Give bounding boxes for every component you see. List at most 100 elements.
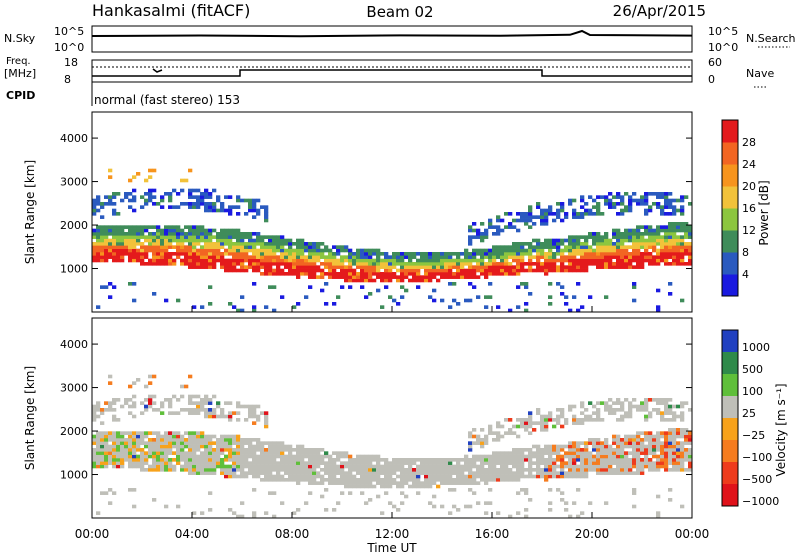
power-cell — [360, 248, 365, 253]
power-cell — [340, 255, 345, 259]
velocity-cell — [452, 504, 457, 509]
velocity-cell — [368, 498, 373, 502]
velocity-cell — [624, 458, 629, 462]
power-cell — [240, 258, 245, 263]
power-cell — [200, 255, 205, 259]
power-cell — [668, 222, 673, 226]
velocity-cell — [432, 464, 437, 469]
velocity-cell — [196, 471, 201, 475]
power-cell — [188, 228, 193, 233]
velocity-cell — [264, 511, 269, 515]
velocity-cell — [168, 411, 173, 415]
power-cell — [416, 272, 421, 276]
power-cell — [240, 232, 245, 236]
power-cell — [160, 228, 165, 233]
velocity-cell — [560, 464, 565, 469]
power-cell — [604, 258, 609, 263]
power-cell — [660, 242, 665, 246]
velocity-cell — [644, 434, 649, 439]
power-cell — [256, 252, 261, 256]
power-cell — [148, 198, 153, 203]
power-cell — [476, 235, 481, 239]
power-cell — [180, 178, 185, 183]
velocity-colorbar-tick: 500 — [742, 363, 763, 376]
velocity-cell — [252, 438, 257, 442]
velocity-cell — [652, 451, 657, 455]
power-cell — [600, 238, 605, 243]
power-cell — [268, 268, 273, 273]
velocity-cell — [412, 478, 417, 482]
power-cell — [128, 248, 133, 253]
power-cell — [292, 265, 297, 269]
velocity-cell — [420, 481, 425, 485]
power-cell — [528, 262, 533, 266]
velocity-cell — [104, 434, 109, 439]
x-tick-label: 16:00 — [475, 527, 510, 541]
velocity-cell — [100, 451, 105, 455]
velocity-cell — [288, 461, 293, 465]
velocity-cell — [200, 408, 205, 412]
velocity-cell — [512, 464, 517, 469]
power-cell — [644, 252, 649, 256]
power-cell — [400, 275, 405, 279]
velocity-cell — [160, 444, 165, 449]
power-cell — [232, 255, 237, 259]
velocity-cell — [672, 444, 677, 449]
power-cell — [476, 232, 481, 236]
power-cell — [112, 258, 117, 263]
velocity-cell — [660, 414, 665, 419]
velocity-cell — [132, 488, 137, 492]
power-cell — [552, 262, 557, 266]
velocity-cell — [264, 471, 269, 475]
power-cell — [636, 202, 641, 206]
velocity-cell — [264, 458, 269, 462]
power-cell — [112, 212, 117, 216]
velocity-cell — [624, 438, 629, 442]
power-cell — [372, 252, 377, 256]
power-cell — [448, 252, 453, 256]
velocity-cell — [376, 478, 381, 482]
power-cell — [432, 252, 437, 256]
power-cell — [104, 195, 109, 199]
velocity-cell — [128, 441, 133, 445]
power-cell — [228, 212, 233, 216]
velocity-cell — [648, 444, 653, 449]
velocity-cell — [628, 458, 633, 462]
power-cell — [660, 208, 665, 213]
power-cell — [656, 192, 661, 196]
power-cell — [296, 245, 301, 249]
velocity-cell — [292, 448, 297, 452]
velocity-cell — [236, 418, 241, 422]
velocity-cell — [208, 411, 213, 415]
velocity-cell — [264, 461, 269, 465]
velocity-cell — [344, 478, 349, 482]
power-cell — [172, 245, 177, 249]
velocity-cell — [428, 501, 433, 505]
velocity-cell — [308, 461, 313, 465]
power-cell — [548, 262, 553, 266]
velocity-cell — [520, 448, 525, 452]
velocity-cell — [140, 448, 145, 452]
power-cell — [216, 198, 221, 203]
velocity-cell — [180, 408, 185, 412]
power-cell — [140, 205, 145, 209]
velocity-cell — [472, 454, 477, 459]
velocity-cell — [504, 478, 509, 482]
power-cell — [460, 262, 465, 266]
power-cell — [668, 202, 673, 206]
velocity-cell — [196, 401, 201, 405]
velocity-cell — [228, 448, 233, 452]
power-cell — [604, 238, 609, 243]
velocity-cell — [268, 441, 273, 445]
power-cell — [324, 258, 329, 263]
power-cell — [284, 272, 289, 276]
velocity-cell — [300, 454, 305, 459]
velocity-cell — [276, 461, 281, 465]
power-cell — [240, 198, 245, 203]
velocity-cell — [560, 454, 565, 459]
power-cell — [408, 262, 413, 266]
power-cell — [244, 252, 249, 256]
power-cell — [584, 255, 589, 259]
velocity-cell — [164, 441, 169, 445]
power-cell — [548, 248, 553, 253]
